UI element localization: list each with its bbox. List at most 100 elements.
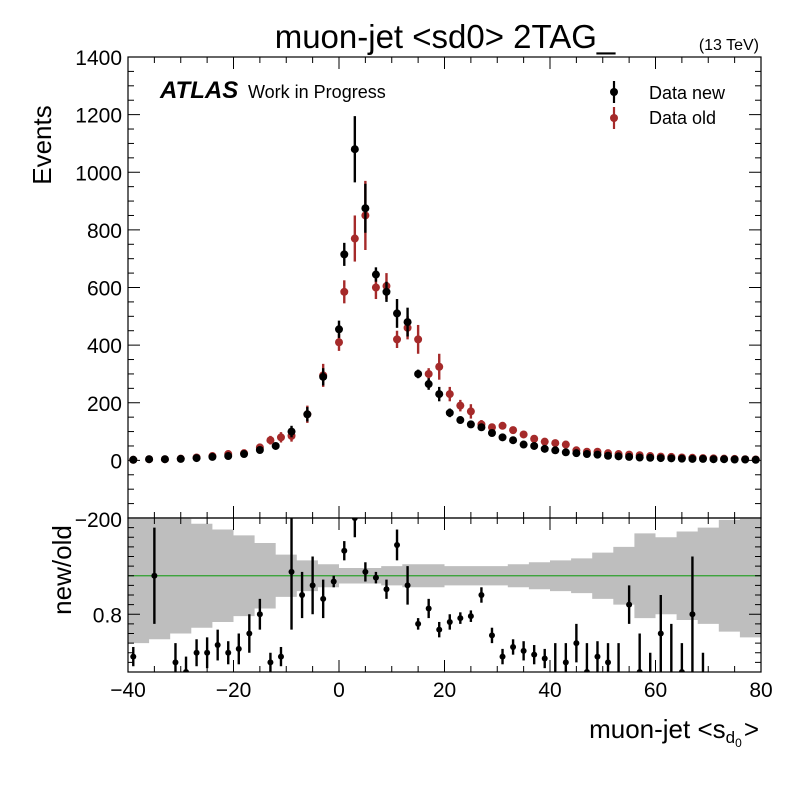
ratio-point — [436, 626, 443, 633]
x-tick-label: 20 — [433, 679, 456, 702]
data-new-point — [604, 451, 613, 460]
ratio-point — [204, 649, 211, 656]
data-old-point — [509, 426, 518, 435]
data-new-point — [720, 455, 729, 464]
ratio-point — [636, 669, 643, 672]
ratio-point — [467, 613, 474, 620]
data-new-point — [335, 325, 343, 334]
ratio-point — [256, 611, 263, 618]
data-new-point — [593, 450, 602, 459]
data-new-point — [487, 429, 496, 438]
data-new-point — [698, 454, 707, 463]
data-old-point — [266, 436, 275, 445]
data-new-point — [677, 454, 686, 463]
data-old-point — [561, 440, 570, 449]
data-new-point — [240, 450, 249, 459]
data-old-point — [335, 338, 343, 347]
data-new-point — [477, 423, 486, 432]
y-tick-label: 200 — [87, 393, 122, 416]
ratio-point — [583, 669, 590, 672]
ratio-point — [616, 688, 622, 694]
ratio-point — [657, 630, 664, 637]
data-new-point — [350, 145, 359, 154]
ratio-frame — [127, 517, 762, 673]
ratio-point — [151, 572, 158, 579]
main-ticks: 0 200 400 600 800 1000 1200 1400 — [75, 47, 762, 519]
y-tick-label: 800 — [87, 220, 122, 243]
data-new-point — [319, 372, 328, 381]
ratio-point — [172, 659, 179, 666]
y-tick-label: 1200 — [75, 105, 122, 128]
data-new-point — [424, 380, 433, 389]
x-axis-label-sub: d — [726, 728, 735, 747]
ratio-point — [446, 618, 453, 625]
data-old-point — [487, 423, 496, 432]
data-old-point — [498, 421, 507, 430]
data-new-point — [208, 452, 217, 461]
ratio-point — [520, 647, 527, 654]
data-new-point — [530, 441, 539, 450]
data-old-point — [530, 434, 539, 443]
data-old-point — [393, 335, 402, 344]
ratio-point — [499, 653, 506, 660]
data-new-point — [456, 416, 465, 425]
data-new-point — [271, 441, 280, 450]
ratio-point — [668, 679, 674, 685]
ratio-plot-area — [128, 518, 761, 694]
data-old-point — [424, 369, 433, 378]
legend-marker-old — [610, 114, 618, 122]
data-old-point — [276, 433, 285, 442]
ratio-ticks: 0.8 −40 −20 0 20 40 60 80 — [93, 518, 773, 702]
x-axis-label-suffix: > — [744, 714, 759, 744]
data-old-point — [456, 401, 465, 410]
ratio-point — [404, 582, 411, 589]
legend-entry-new: Data new — [610, 81, 726, 103]
data-old-point — [445, 390, 454, 399]
data-old-point — [519, 430, 528, 439]
data-new-point — [255, 446, 264, 455]
data-new-point — [445, 408, 454, 417]
ratio-point — [341, 547, 348, 554]
ratio-points — [130, 518, 705, 694]
ratio-point — [330, 578, 337, 585]
x-axis-label: muon-jet <sd0> — [589, 714, 759, 750]
ratio-point — [214, 642, 221, 649]
ratio-point — [488, 632, 495, 639]
legend: Data new Data old — [610, 81, 726, 129]
data-old-point — [371, 283, 380, 292]
x-tick-label: 80 — [749, 679, 772, 702]
data-old-point — [540, 437, 549, 446]
data-new-point — [498, 433, 507, 442]
ratio-point — [130, 653, 137, 660]
ratio-uncertainty-band — [128, 518, 761, 644]
data-new-point — [540, 444, 549, 453]
data-new-point — [403, 318, 412, 327]
data-new-point — [340, 250, 349, 259]
data-new-point — [361, 204, 370, 213]
data-new-point — [382, 287, 391, 296]
data-new-point — [709, 455, 718, 464]
data-new-point — [393, 309, 402, 318]
ratio-point — [372, 574, 379, 581]
data-new-point — [371, 270, 380, 279]
data-old-point — [340, 287, 349, 296]
y-tick-label: 600 — [87, 278, 122, 301]
data-new-point — [614, 452, 623, 461]
y-tick-label: 1400 — [75, 47, 122, 70]
y-tick-label: 1000 — [75, 162, 122, 185]
ratio-point — [235, 645, 242, 652]
ratio-point — [277, 653, 284, 660]
chart-title: muon-jet <sd0> 2TAG_ — [275, 18, 616, 55]
data-new-point — [224, 452, 233, 461]
x-tick-label: −40 — [110, 679, 146, 702]
data-new-point — [145, 455, 154, 464]
ratio-point — [267, 659, 274, 666]
ratio-point — [183, 669, 190, 672]
ratio-point — [425, 605, 432, 612]
x-tick-label: −20 — [216, 679, 252, 702]
main-panel: 0 200 400 600 800 1000 1200 1400 ATLAS Work in … — [27, 47, 762, 519]
x-tick-label: 40 — [538, 679, 561, 702]
ratio-point — [288, 568, 295, 575]
data-old-point — [435, 362, 444, 371]
